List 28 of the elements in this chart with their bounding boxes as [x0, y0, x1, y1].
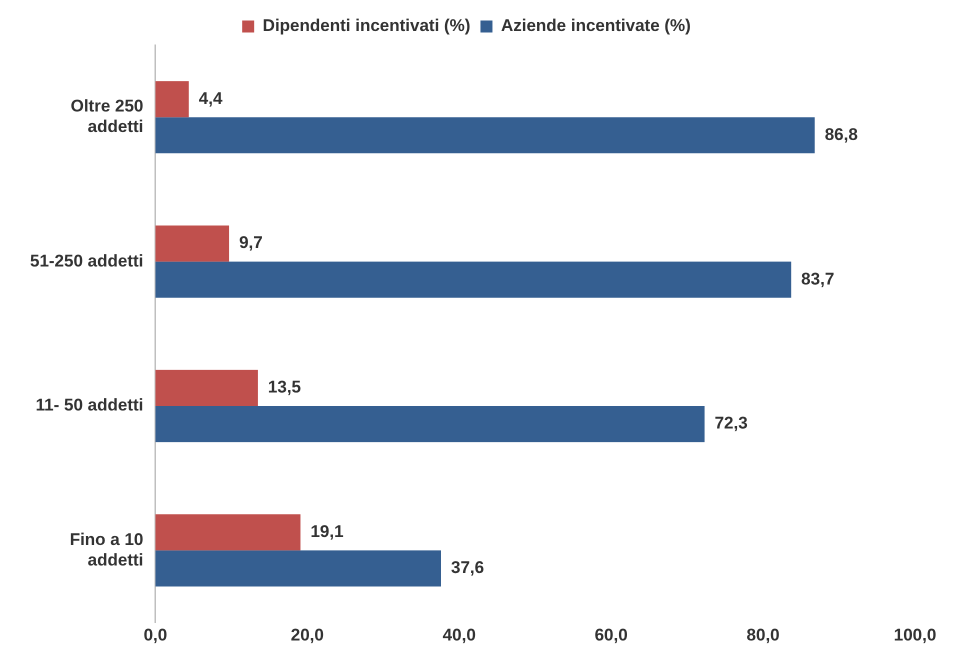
legend-label: Aziende incentivate (%) [500, 16, 691, 36]
y-tick-label: 51-250 addetti [30, 251, 144, 270]
data-label: 19,1 [310, 522, 344, 542]
bar [155, 226, 230, 262]
bar [155, 117, 815, 154]
data-label: 83,7 [801, 269, 834, 288]
legend-label: Dipendenti incentivati (%) [262, 16, 470, 36]
x-tick-label: 60,0 [594, 625, 628, 644]
bar [155, 550, 441, 586]
data-label: 13,5 [268, 378, 302, 397]
data-label: 86,8 [824, 124, 858, 144]
data-label: 37,6 [450, 558, 484, 578]
y-tick-label: 11- 50 addetti [36, 396, 144, 415]
bar [155, 370, 258, 406]
x-tick-label: 40,0 [442, 625, 476, 644]
data-label: 4,4 [198, 88, 223, 108]
bar [155, 406, 705, 442]
x-tick-label: 80,0 [746, 625, 780, 644]
y-tick-label: Fino a 10 addetti [70, 530, 144, 570]
bar [155, 514, 300, 550]
x-tick-label: 20,0 [290, 625, 324, 644]
data-label: 72,3 [714, 414, 748, 433]
y-tick-label: Oltre 250 addetti [70, 96, 144, 136]
data-label: 9,7 [239, 233, 263, 252]
bar [155, 81, 189, 118]
x-tick-label: 100,0 [894, 625, 936, 644]
x-tick-label: 0,0 [144, 625, 168, 644]
bar [155, 262, 792, 298]
